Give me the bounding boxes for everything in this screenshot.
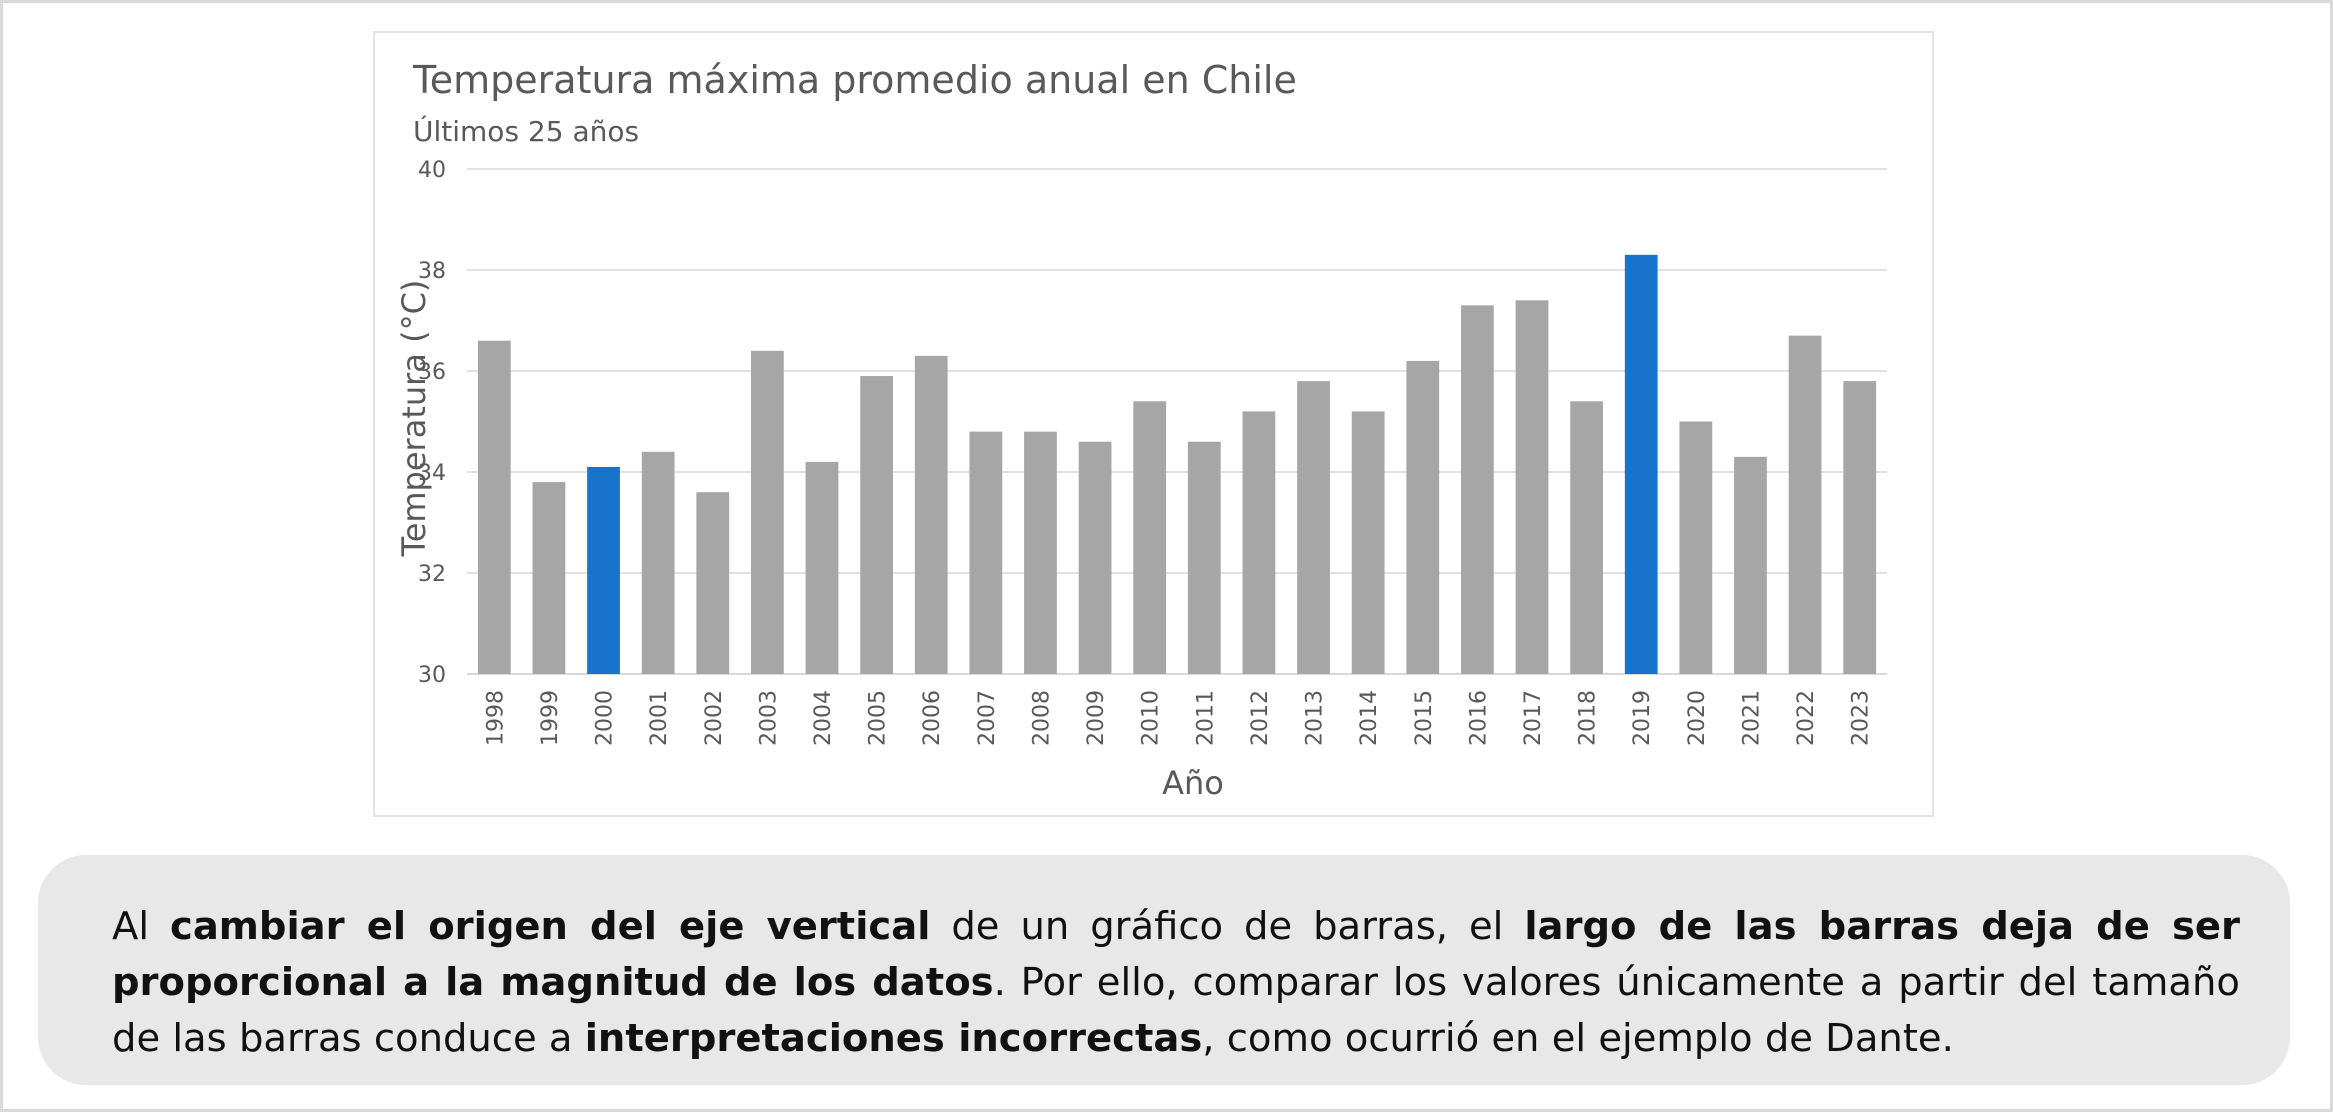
- bar-2021: [1734, 456, 1767, 674]
- bar-2009: [1078, 441, 1112, 674]
- emphasis-text: interpretaciones incorrectas: [584, 1016, 1203, 1061]
- x-tick-label: 2008: [1029, 690, 1054, 746]
- x-tick-label: 2012: [1248, 690, 1273, 746]
- y-tick-label: 40: [418, 158, 446, 183]
- x-axis-ticks: 1998 1999 2000 2001 2002 2003 2004 2005 2006 2007…: [483, 690, 1873, 746]
- x-tick-label: 2009: [1084, 690, 1109, 746]
- bar-2001: [641, 451, 675, 674]
- bar-2015: [1406, 360, 1440, 674]
- y-tick-label: 30: [418, 663, 446, 688]
- x-tick-label: 2014: [1357, 690, 1382, 746]
- bar-2002: [696, 492, 730, 674]
- x-tick-label: 2022: [1794, 690, 1819, 746]
- bar-2006: [914, 355, 948, 674]
- x-tick-label: 2001: [647, 690, 672, 746]
- x-axis-label: Año: [1162, 764, 1224, 802]
- x-tick-label: 2010: [1139, 690, 1164, 746]
- bar-1999: [532, 482, 566, 674]
- bar-2000: [587, 466, 620, 674]
- x-tick-label: 2017: [1521, 690, 1546, 746]
- bar-2023: [1843, 381, 1877, 674]
- x-tick-label: 1998: [483, 690, 508, 746]
- bar-2004: [805, 461, 839, 674]
- x-tick-label: 2006: [920, 690, 945, 746]
- body-text: Al: [112, 904, 170, 949]
- x-tick-label: 2000: [593, 690, 618, 746]
- chart-subtitle: Últimos 25 años: [413, 114, 639, 148]
- x-tick-label: 2007: [975, 690, 1000, 746]
- bar-2007: [969, 431, 1003, 674]
- emphasis-text: cambiar el origen del eje vertical: [170, 904, 931, 949]
- bar-2013: [1297, 381, 1330, 674]
- bar-2005: [860, 376, 893, 674]
- y-tick-label: 34: [418, 461, 446, 486]
- bar-2022: [1788, 335, 1822, 674]
- x-tick-label: 2003: [756, 690, 781, 746]
- x-tick-label: 1999: [538, 690, 563, 746]
- x-tick-label: 2005: [866, 690, 891, 746]
- bar-2016: [1461, 305, 1494, 674]
- gridlines: [467, 168, 1887, 675]
- bar-2019: [1624, 254, 1658, 674]
- chart-title: Temperatura máxima promedio anual en Chi…: [412, 58, 1297, 102]
- x-tick-label: 2019: [1630, 690, 1655, 746]
- x-tick-label: 2004: [811, 690, 836, 746]
- x-tick-label: 2011: [1193, 690, 1218, 746]
- explanation-box: Al cambiar el origen del eje vertical de…: [38, 855, 2290, 1085]
- bar-2003: [751, 350, 784, 674]
- x-tick-label: 2023: [1849, 690, 1874, 746]
- body-text: de un gráfico de barras, el: [930, 904, 1525, 949]
- bar-1998: [477, 340, 511, 674]
- body-text: . Por ello, comparar los valores únicame…: [112, 960, 2240, 1061]
- emphasis-text: largo de las barras deja de ser proporci…: [112, 904, 2240, 1005]
- bar-2018: [1570, 401, 1603, 674]
- bar-2008: [1024, 431, 1057, 674]
- x-tick-label: 2018: [1576, 690, 1601, 746]
- bar-chart: Temperatura máxima promedio anual en Chi…: [395, 58, 1887, 802]
- y-axis-label: Temperatura (°C): [395, 280, 433, 558]
- chart-panel: Temperatura máxima promedio anual en Chi…: [373, 31, 1934, 817]
- x-tick-label: 2015: [1412, 690, 1437, 746]
- x-tick-label: 2002: [702, 690, 727, 746]
- y-tick-label: 32: [418, 562, 446, 587]
- bar-2017: [1515, 300, 1549, 674]
- bar-2010: [1133, 401, 1167, 674]
- bar-2012: [1242, 411, 1276, 674]
- body-text: , como ocurrió en el ejemplo de Dante.: [1202, 1016, 1954, 1061]
- bar-2014: [1351, 411, 1385, 674]
- bar-2011: [1187, 441, 1221, 674]
- y-tick-label: 36: [418, 360, 446, 385]
- x-tick-label: 2013: [1303, 690, 1328, 746]
- y-axis-ticks: 30 32 34 36 38 40: [418, 158, 446, 688]
- x-tick-label: 2016: [1466, 690, 1491, 746]
- explanation-text: Al cambiar el origen del eje vertical de…: [112, 899, 2240, 1067]
- x-tick-label: 2021: [1739, 690, 1764, 746]
- bars: [477, 254, 1877, 674]
- x-tick-label: 2020: [1685, 690, 1710, 746]
- y-tick-label: 38: [418, 259, 446, 284]
- bar-2020: [1679, 421, 1713, 674]
